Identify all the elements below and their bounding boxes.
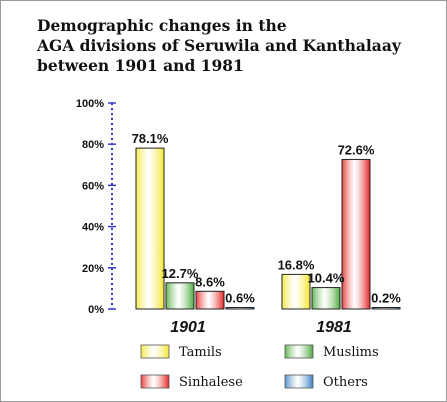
y-tick-label: 100% [76, 98, 104, 110]
title-line-1: Demographic changes in the [37, 16, 287, 35]
bar-others-1981 [371, 307, 401, 310]
bar-sinhalese-1901 [195, 290, 225, 310]
bars [135, 147, 401, 310]
data-label-tamils-1981: 16.8% [278, 257, 315, 272]
data-label-tamils-1901: 78.1% [132, 131, 169, 146]
y-tick-label: 60% [82, 180, 104, 192]
data-label-sinhalese-1901: 8.6% [195, 274, 225, 289]
category-label-1981: 1981 [316, 319, 352, 336]
category-label-1901: 1901 [170, 319, 206, 336]
legend-label-muslims: Muslims [323, 345, 379, 360]
legend: Tamils Muslims Sinhalese Others [140, 344, 379, 390]
y-tick-label: 0% [88, 304, 104, 316]
y-tick-label: 20% [82, 263, 104, 275]
legend-swatch-others [284, 374, 314, 389]
x-axis-categories: 1901 1981 [170, 319, 352, 336]
bar-muslims-1901 [165, 282, 195, 310]
data-label-others-1981: 0.2% [371, 291, 401, 306]
bar-tamils-1981 [281, 273, 311, 310]
title-line-2: AGA divisions of Seruwila and Kanthalaay [36, 36, 402, 55]
bar-muslims-1981 [311, 287, 341, 310]
legend-swatch-sinhalese [140, 374, 170, 389]
data-label-others-1901: 0.6% [225, 291, 255, 306]
data-label-muslims-1981: 10.4% [308, 271, 345, 286]
data-label-muslims-1901: 12.7% [162, 266, 199, 281]
legend-label-others: Others [323, 375, 368, 390]
y-tick-label: 40% [82, 222, 104, 234]
title-line-3: between 1901 and 1981 [37, 56, 244, 75]
bar-tamils-1901 [135, 147, 165, 310]
legend-label-sinhalese: Sinhalese [179, 375, 243, 390]
bar-sinhalese-1981 [341, 158, 371, 310]
bar-others-1901 [225, 307, 255, 310]
y-axis: 0% 20% 40% 60% 80% 100% [76, 98, 116, 316]
legend-label-tamils: Tamils [179, 345, 222, 360]
data-label-sinhalese-1981: 72.6% [338, 142, 375, 157]
legend-swatch-tamils [140, 344, 170, 359]
legend-swatch-muslims [284, 344, 314, 359]
data-labels: 78.1% 12.7%8.6%0.6% 16.8%10.4% 72.6% 0.2% [132, 131, 402, 305]
chart-title: Demographic changes in the AGA divisions… [36, 16, 402, 75]
y-tick-label: 80% [82, 139, 104, 151]
